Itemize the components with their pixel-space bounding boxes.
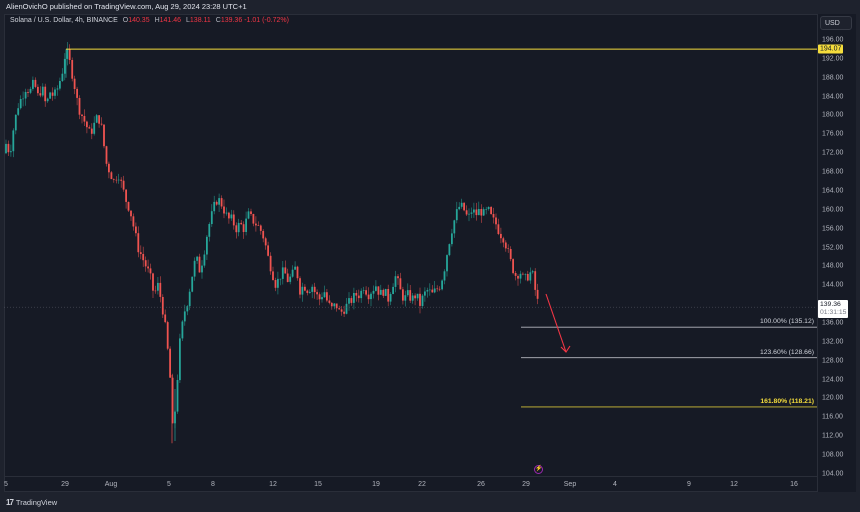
time-tick: 5 [4,481,8,488]
price-tick: 192.00 [822,55,844,63]
fib-level-label: 161.80% (118.21) [760,397,814,405]
price-tick: 112.00 [822,432,843,440]
price-tick: 124.00 [822,376,844,384]
price-tick: 156.00 [822,225,844,233]
last-price-tag: 139.36 01:31:15 [818,300,849,319]
price-tick: 176.00 [822,130,844,138]
price-tick: 152.00 [822,244,844,252]
price-tick: 104.00 [822,470,844,478]
low-value: 138.11 [189,17,211,24]
open-value: 140.35 [128,17,150,24]
candle-countdown: 01:31:15 [820,309,847,317]
chart-pane[interactable] [4,14,856,492]
last-price-value: 139.36 [820,301,841,309]
close-value: 139.36 [220,17,243,24]
time-tick: 12 [269,481,277,488]
time-tick: 5 [167,481,171,488]
time-tick: Sep [563,481,577,488]
price-tick: 144.00 [822,281,844,289]
high-price-tag: 194.07 [818,44,844,54]
price-tick: 172.00 [822,149,844,157]
time-tick: 12 [730,481,738,488]
price-tick: 180.00 [822,111,844,119]
time-tick: 8 [211,481,215,488]
high-value: 141.46 [159,17,182,24]
event-bolt-icon[interactable]: ⚡ [534,465,543,474]
price-tick: 160.00 [822,206,844,214]
tradingview-logo[interactable]: 17 TradingView [6,498,57,507]
open-label: O [122,17,129,24]
price-tick: 132.00 [822,338,844,346]
publisher-bar: AlienOvichO published on TradingView.com… [0,0,860,14]
price-tick: 136.00 [822,319,844,327]
time-axis[interactable] [4,476,817,492]
change-value: -1.01 (-0.72%) [244,17,289,24]
footer-bar [0,492,860,512]
time-tick: Aug [104,481,118,488]
time-tick: 26 [477,481,485,488]
fib-level-label: 123.60% (128.66) [759,348,814,356]
price-tick: 188.00 [822,74,844,82]
price-tick: 196.00 [822,36,844,44]
high-label: H [154,17,160,24]
symbol-legend: Solana / U.S. Dollar, 4h, BINANCE O140.3… [10,17,289,24]
price-tick: 168.00 [822,168,844,176]
time-tick: 16 [790,481,798,488]
price-axis[interactable] [817,14,856,492]
time-tick: 22 [418,481,426,488]
time-tick: 9 [687,481,691,488]
price-tick: 184.00 [822,93,844,101]
time-tick: 4 [613,481,617,488]
price-tick: 108.00 [822,451,844,459]
low-label: L [186,17,190,24]
time-tick: 15 [314,481,322,488]
tradingview-logo-icon: 17 [6,498,14,507]
symbol-title[interactable]: Solana / U.S. Dollar, 4h, BINANCE [10,17,118,24]
currency-button[interactable]: USD [820,16,852,30]
price-tick: 120.00 [822,394,844,402]
time-tick: 29 [61,481,69,488]
tradingview-brand: TradingView [15,498,58,507]
price-tick: 116.00 [822,413,843,421]
price-tick: 128.00 [822,357,844,365]
fib-level-label: 100.00% (135.12) [759,318,814,326]
time-tick: 19 [372,481,380,488]
close-label: C [215,17,221,24]
publisher-text: AlienOvichO published on TradingView.com… [6,2,247,11]
price-tick: 164.00 [822,187,844,195]
time-tick: 29 [522,481,530,488]
price-tick: 148.00 [822,262,844,270]
